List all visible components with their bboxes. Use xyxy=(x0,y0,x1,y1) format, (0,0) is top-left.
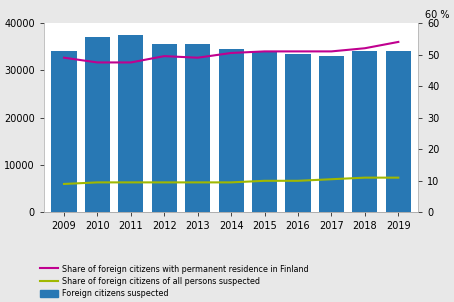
Bar xyxy=(219,49,244,212)
Bar xyxy=(85,37,110,212)
Bar xyxy=(185,44,210,212)
Bar xyxy=(252,51,277,212)
Bar xyxy=(286,54,311,212)
Bar xyxy=(118,35,143,212)
Bar xyxy=(51,51,77,212)
Bar xyxy=(152,44,177,212)
Bar xyxy=(386,51,411,212)
Text: 60 %: 60 % xyxy=(425,10,450,20)
Bar xyxy=(352,51,377,212)
Bar xyxy=(319,56,344,212)
Legend: Share of foreign citizens with permanent residence in Finland, Share of foreign : Share of foreign citizens with permanent… xyxy=(40,265,309,298)
